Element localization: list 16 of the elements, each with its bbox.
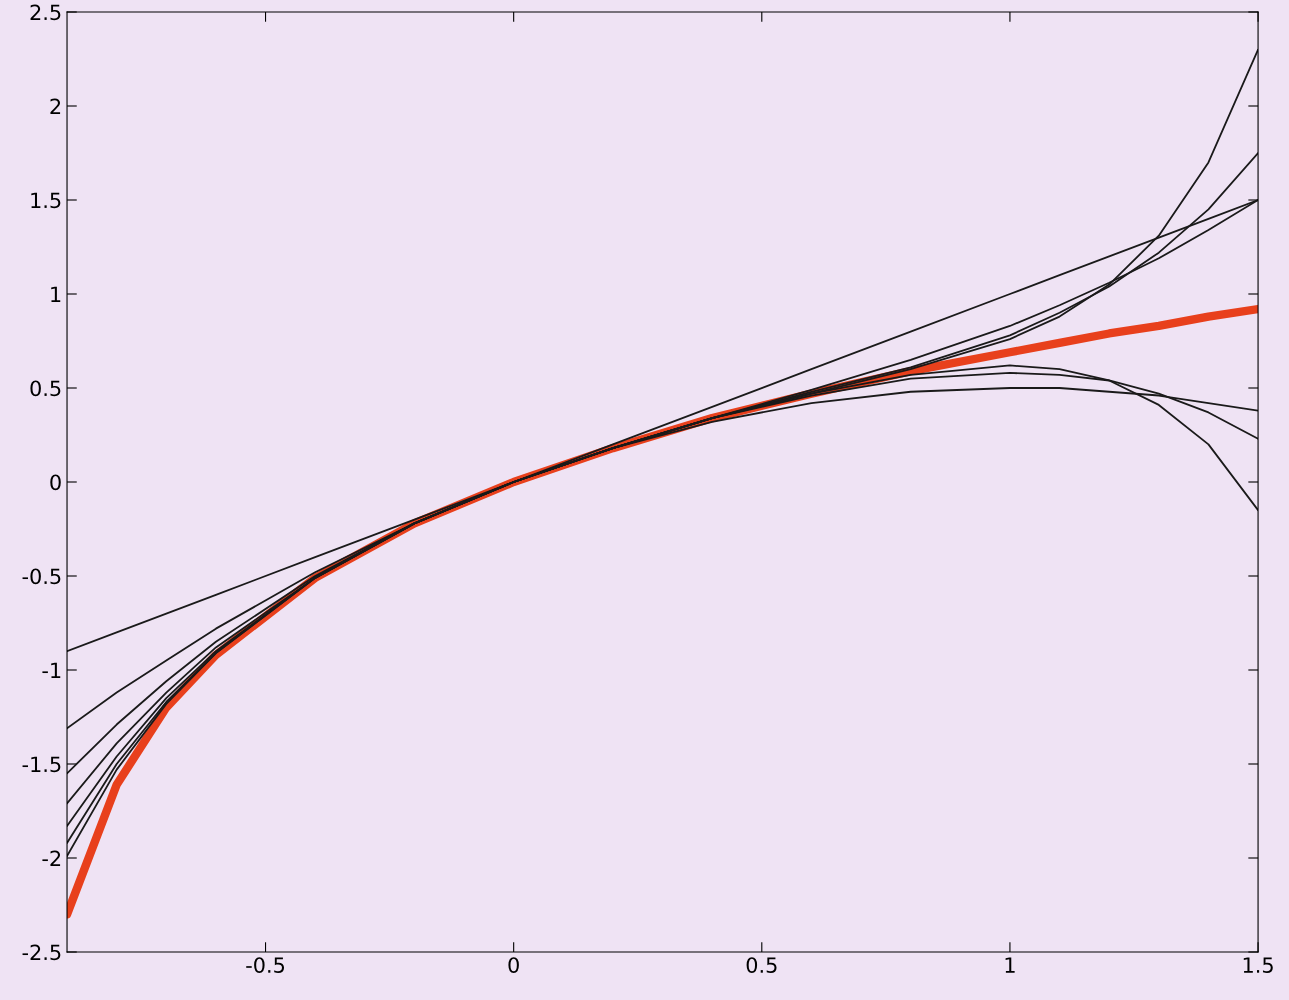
x-tick-label: 0 bbox=[508, 957, 519, 973]
x-tick-label: -0.5 bbox=[246, 957, 285, 973]
y-tick-label: 1.5 bbox=[31, 192, 61, 209]
y-tick-label: 2 bbox=[50, 98, 61, 114]
y-tick-label: -2.5 bbox=[22, 944, 61, 961]
y-tick-label: -1.5 bbox=[22, 756, 61, 773]
x-tick-label: 1.5 bbox=[1243, 957, 1273, 973]
y-tick-label: 2.5 bbox=[30, 4, 61, 21]
y-tick-label: 0.5 bbox=[30, 380, 61, 397]
y-tick-label: 0 bbox=[50, 474, 61, 491]
x-tick-label: 0.5 bbox=[746, 957, 777, 973]
y-tick-label: -1 bbox=[42, 662, 61, 678]
x-tick-label: 1 bbox=[1005, 957, 1015, 973]
y-tick-label: 1 bbox=[51, 286, 61, 302]
y-tick-label: -0.5 bbox=[22, 568, 61, 585]
y-tick-label: -2 bbox=[42, 850, 61, 866]
